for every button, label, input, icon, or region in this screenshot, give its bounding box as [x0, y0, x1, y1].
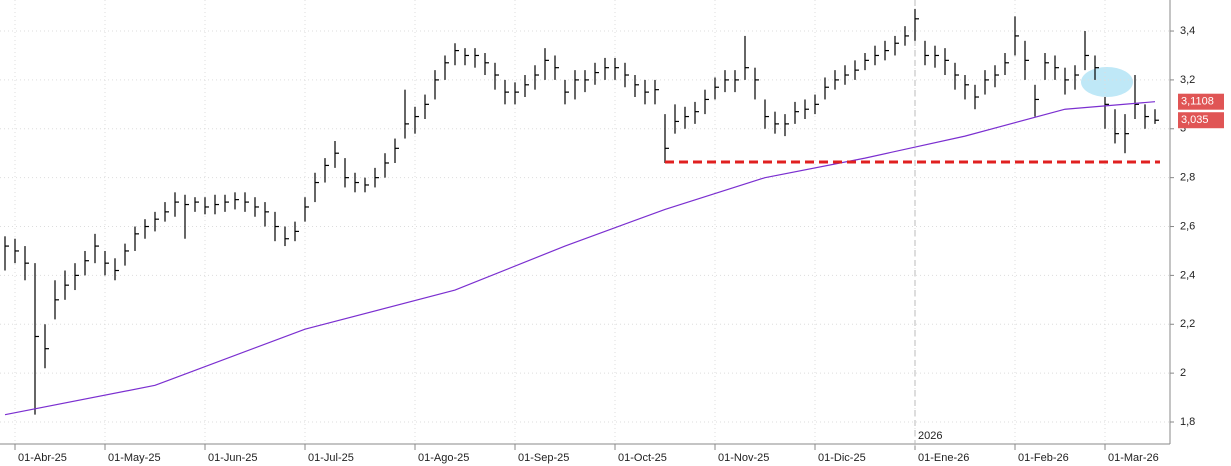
- moving-average: [4, 101, 1156, 416]
- y-tick-label: 2: [1180, 367, 1186, 379]
- y-tick-label: 1,8: [1180, 416, 1195, 428]
- y-tick-label: 3: [1180, 123, 1186, 135]
- price-tag-label: 3,035: [1181, 114, 1209, 126]
- price-tag: [1178, 112, 1224, 129]
- y-tick-label: 3,4: [1180, 25, 1195, 37]
- x-tick-label: 01-Jul-25: [308, 452, 354, 464]
- x-tick-label: 01-Feb-26: [1018, 452, 1069, 464]
- year-label: 2026: [918, 430, 942, 442]
- x-tick-label: 01-Abr-25: [18, 452, 67, 464]
- x-tick-label: 01-Mar-26: [1108, 452, 1159, 464]
- x-tick-label: 01-Ago-25: [418, 452, 469, 464]
- x-tick-label: 01-Ene-26: [918, 452, 969, 464]
- highlight: [1081, 67, 1133, 97]
- y-tick-label: 3,2: [1180, 74, 1195, 86]
- x-tick-label: 01-May-25: [108, 452, 161, 464]
- y-tick-label: 2,8: [1180, 172, 1195, 184]
- y-tick-label: 2,2: [1180, 318, 1195, 330]
- x-tick-label: 01-Nov-25: [718, 452, 769, 464]
- x-tick-label: 01-Jun-25: [208, 452, 258, 464]
- y-tick-label: 2,4: [1180, 269, 1195, 281]
- price-tag: [1178, 93, 1224, 110]
- y-tick-label: 2,6: [1180, 220, 1195, 232]
- price-tag-label: 3,1108: [1181, 96, 1214, 108]
- x-tick-label: 01-Sep-25: [518, 452, 569, 464]
- x-tick-label: 01-Dic-25: [818, 452, 866, 464]
- x-tick-label: 01-Oct-25: [618, 452, 667, 464]
